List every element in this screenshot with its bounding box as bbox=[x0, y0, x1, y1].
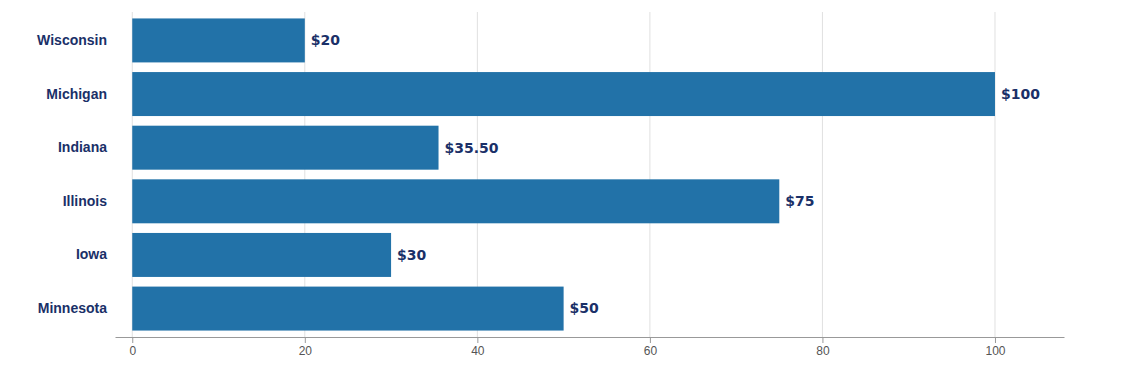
data-label: $30 bbox=[397, 247, 426, 263]
y-axis: Wisconsin Michigan Indiana Illinois Iowa Minn… bbox=[37, 32, 107, 316]
x-tick-mark bbox=[995, 337, 996, 343]
chart-svg: 0 20 40 60 80 100 Wisconsin Michigan Indiana Illi… bbox=[0, 0, 1124, 373]
x-tick-label: 40 bbox=[471, 344, 485, 358]
x-axis: 0 20 40 60 80 100 bbox=[116, 337, 1065, 358]
y-tick: Iowa bbox=[76, 246, 107, 262]
bar bbox=[132, 72, 995, 116]
y-tick-label: Wisconsin bbox=[37, 32, 107, 48]
data-label: $20 bbox=[311, 32, 340, 48]
y-tick-label: Michigan bbox=[46, 86, 107, 102]
y-tick: Michigan bbox=[46, 86, 107, 102]
y-tick-label: Indiana bbox=[58, 139, 107, 155]
data-label: $50 bbox=[570, 300, 599, 316]
y-tick-label: Minnesota bbox=[38, 300, 107, 316]
bar bbox=[132, 126, 438, 170]
chart-container: 0 20 40 60 80 100 Wisconsin Michigan Indiana Illi… bbox=[0, 0, 1124, 373]
bar bbox=[132, 179, 779, 223]
x-tick-mark bbox=[305, 337, 306, 343]
x-tick-label: 60 bbox=[644, 344, 658, 358]
bar bbox=[132, 287, 563, 331]
data-labels: $20 $100 $35.50 $75 $30 $50 bbox=[311, 32, 1040, 316]
data-label: $75 bbox=[785, 193, 814, 209]
x-tick-mark bbox=[477, 337, 478, 343]
bars bbox=[132, 18, 995, 330]
grid-line bbox=[822, 12, 823, 337]
y-tick: Wisconsin bbox=[37, 32, 107, 48]
bar bbox=[132, 233, 391, 277]
y-tick-label: Iowa bbox=[76, 246, 107, 262]
x-tick-mark bbox=[822, 337, 823, 343]
x-tick: 20 bbox=[299, 337, 313, 358]
bar bbox=[132, 18, 305, 62]
x-tick-label: 80 bbox=[816, 344, 830, 358]
x-tick-mark bbox=[132, 337, 133, 343]
data-label: $100 bbox=[1001, 86, 1040, 102]
x-tick: 60 bbox=[644, 337, 658, 358]
y-tick-label: Illinois bbox=[63, 193, 108, 209]
x-tick: 0 bbox=[129, 337, 136, 358]
x-axis-line bbox=[116, 337, 1065, 338]
data-label: $35.50 bbox=[445, 140, 499, 156]
x-tick: 40 bbox=[471, 337, 485, 358]
x-tick: 100 bbox=[985, 337, 1005, 358]
grid-line bbox=[649, 12, 650, 337]
grid-line bbox=[994, 12, 995, 337]
y-tick: Illinois bbox=[63, 193, 108, 209]
x-tick-label: 20 bbox=[299, 344, 313, 358]
y-tick: Minnesota bbox=[38, 300, 107, 316]
x-tick-label: 100 bbox=[985, 344, 1005, 358]
x-tick-mark bbox=[650, 337, 651, 343]
x-tick-label: 0 bbox=[129, 344, 136, 358]
x-tick: 80 bbox=[816, 337, 830, 358]
y-tick: Indiana bbox=[58, 139, 107, 155]
grid bbox=[132, 12, 995, 337]
plot-area: 0 20 40 60 80 100 Wisconsin Michigan Indiana Illi… bbox=[37, 12, 1064, 358]
